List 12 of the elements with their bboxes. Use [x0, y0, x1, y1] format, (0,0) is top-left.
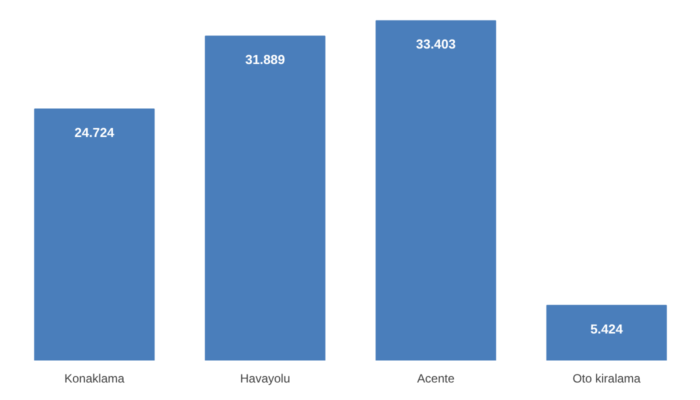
x-tick-label: Acente — [417, 372, 455, 386]
data-label: 5.424 — [590, 321, 624, 336]
x-tick-label: Havayolu — [240, 372, 290, 386]
bar — [204, 36, 326, 360]
data-label: 31.889 — [245, 52, 286, 68]
x-tick-label: Oto kiralama — [572, 372, 641, 386]
bar — [376, 20, 496, 360]
x-tick-label: Konaklama — [64, 372, 125, 386]
bar — [34, 108, 155, 360]
data-label: 33.403 — [416, 36, 456, 52]
data-label: 24.724 — [74, 124, 116, 140]
bar — [546, 304, 667, 360]
